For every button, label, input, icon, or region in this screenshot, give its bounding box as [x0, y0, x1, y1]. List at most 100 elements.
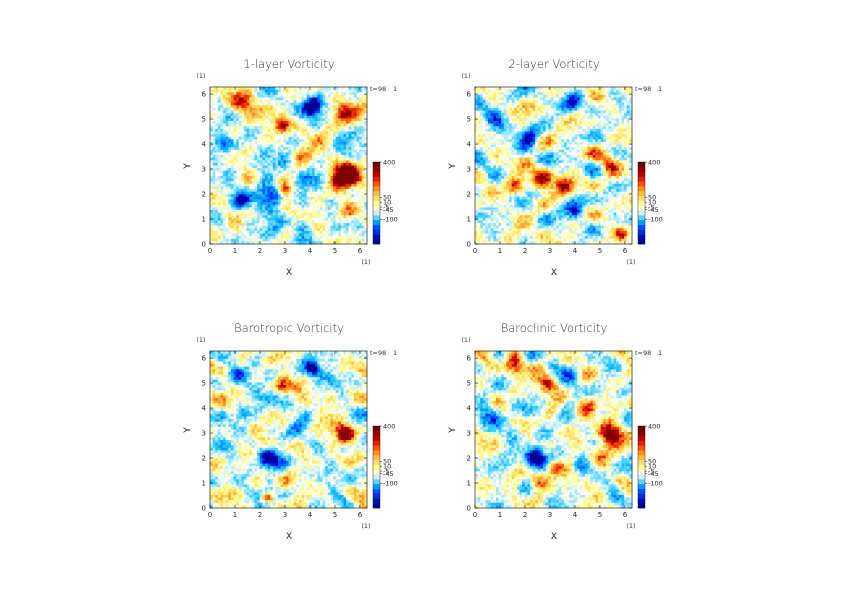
vorticity-cell	[356, 115, 360, 119]
vorticity-cell	[569, 102, 573, 106]
vorticity-cell	[264, 217, 268, 221]
vorticity-cell	[543, 139, 547, 143]
vorticity-cell	[516, 94, 520, 98]
vorticity-cell	[291, 215, 295, 219]
vorticity-cell	[613, 89, 617, 93]
vorticity-cell	[304, 100, 308, 104]
vorticity-cell	[524, 113, 528, 117]
vorticity-cell	[624, 102, 628, 106]
vorticity-cell	[212, 89, 216, 93]
vorticity-cell	[246, 191, 250, 195]
vorticity-cell	[532, 102, 536, 106]
vorticity-cell	[335, 157, 339, 161]
vorticity-cell	[257, 94, 261, 98]
vorticity-cell	[254, 189, 258, 193]
vorticity-cell	[304, 212, 308, 216]
vorticity-cell	[244, 178, 248, 182]
vorticity-cell	[353, 230, 357, 234]
vorticity-cell	[348, 136, 352, 140]
vorticity-cell	[220, 223, 224, 227]
vorticity-cell	[574, 100, 578, 104]
vorticity-cell	[270, 204, 274, 208]
vorticity-cell	[249, 220, 253, 224]
vorticity-cell	[353, 204, 357, 208]
vorticity-cell	[230, 183, 234, 187]
vorticity-cell	[482, 139, 486, 143]
vorticity-cell	[618, 92, 622, 96]
vorticity-cell	[327, 220, 331, 224]
vorticity-cell	[319, 233, 323, 237]
vorticity-cell	[262, 113, 266, 117]
vorticity-cell	[217, 233, 221, 237]
vorticity-cell	[306, 202, 310, 206]
vorticity-cell	[298, 157, 302, 161]
vorticity-cell	[361, 220, 365, 224]
vorticity-cell	[217, 102, 221, 106]
vorticity-cell	[220, 149, 224, 153]
vorticity-cell	[522, 141, 526, 145]
vorticity-cell	[309, 238, 313, 242]
vorticity-cell	[251, 160, 255, 164]
vorticity-cell	[285, 212, 289, 216]
vorticity-cell	[225, 118, 229, 122]
vorticity-cell	[346, 152, 350, 156]
vorticity-cell	[225, 92, 229, 96]
vorticity-cell	[244, 97, 248, 101]
vorticity-cell	[605, 126, 609, 130]
vorticity-cell	[359, 189, 363, 193]
vorticity-cell	[238, 128, 242, 132]
vorticity-cell	[330, 134, 334, 138]
vorticity-cell	[621, 121, 625, 125]
vorticity-cell	[257, 212, 261, 216]
vorticity-cell	[590, 87, 594, 91]
vorticity-cell	[597, 139, 601, 143]
vorticity-cell	[215, 196, 219, 200]
vorticity-cell	[236, 113, 240, 117]
vorticity-cell	[340, 173, 344, 177]
vorticity-cell	[306, 189, 310, 193]
vorticity-cell	[488, 113, 492, 117]
vorticity-cell	[288, 155, 292, 159]
vorticity-cell	[264, 165, 268, 169]
vorticity-cell	[270, 191, 274, 195]
vorticity-cell	[278, 225, 282, 229]
vorticity-cell	[592, 131, 596, 135]
vorticity-cell	[485, 126, 489, 130]
vorticity-cell	[340, 89, 344, 93]
vorticity-cell	[288, 233, 292, 237]
vorticity-cell	[228, 134, 232, 138]
vorticity-cell	[309, 212, 313, 216]
vorticity-cell	[217, 131, 221, 135]
vorticity-cell	[306, 194, 310, 198]
vorticity-cell	[346, 173, 350, 177]
vorticity-cell	[257, 134, 261, 138]
vorticity-cell	[529, 94, 533, 98]
vorticity-cell	[545, 128, 549, 132]
vorticity-cell	[285, 165, 289, 169]
vorticity-cell	[322, 233, 326, 237]
vorticity-cell	[296, 209, 300, 213]
vorticity-cell	[618, 94, 622, 98]
vorticity-cell	[514, 107, 518, 111]
vorticity-cell	[267, 181, 271, 185]
vorticity-cell	[264, 196, 268, 200]
vorticity-cell	[498, 134, 502, 138]
vorticity-cell	[298, 123, 302, 127]
vorticity-cell	[280, 152, 284, 156]
vorticity-cell	[230, 100, 234, 104]
vorticity-cell	[335, 100, 339, 104]
vorticity-cell	[241, 225, 245, 229]
vorticity-cell	[236, 170, 240, 174]
vorticity-cell	[317, 191, 321, 195]
vorticity-cell	[230, 160, 234, 164]
vorticity-cell	[506, 110, 510, 114]
vorticity-cell	[353, 107, 357, 111]
vorticity-cell	[348, 113, 352, 117]
vorticity-cell	[278, 121, 282, 125]
vorticity-cell	[361, 113, 365, 117]
vorticity-cell	[223, 204, 227, 208]
vorticity-cell	[230, 139, 234, 143]
vorticity-cell	[272, 136, 276, 140]
vorticity-cell	[278, 196, 282, 200]
vorticity-cell	[571, 92, 575, 96]
